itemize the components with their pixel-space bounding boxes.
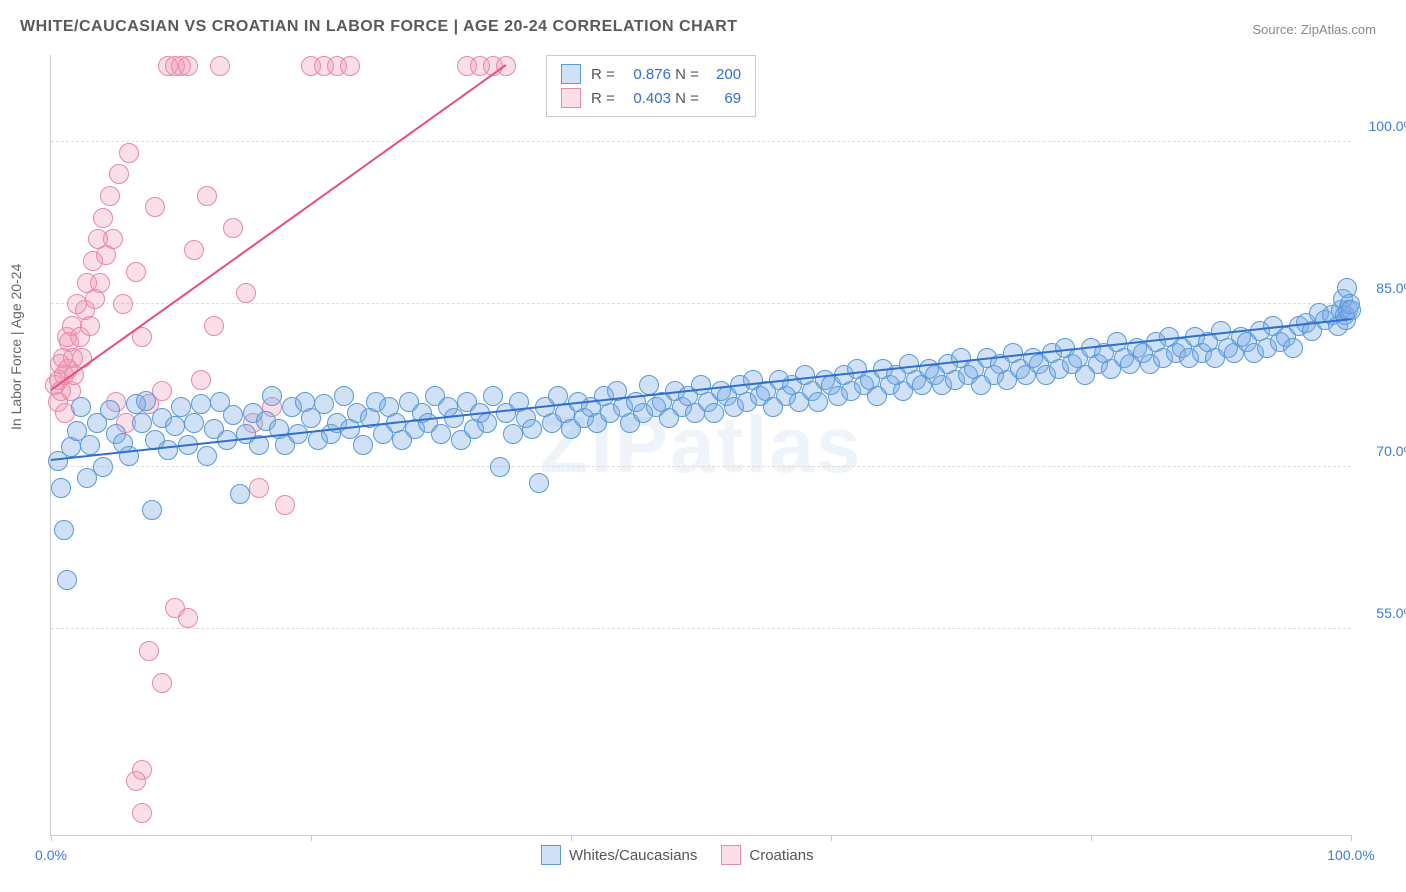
scatter-point: [704, 403, 724, 423]
gridline: [51, 466, 1351, 467]
legend-item: Whites/Caucasians: [541, 845, 697, 865]
legend-row: R = 0.876 N = 200: [561, 62, 741, 86]
scatter-point: [314, 394, 334, 414]
x-tick-label: 100.0%: [1327, 847, 1374, 863]
legend-item: Croatians: [721, 845, 813, 865]
scatter-point: [178, 608, 198, 628]
legend-label: Whites/Caucasians: [569, 847, 697, 864]
scatter-point: [158, 440, 178, 460]
correlation-legend: R = 0.876 N = 200R = 0.403 N = 69: [546, 55, 756, 117]
x-tick: [571, 835, 572, 841]
gridline: [51, 628, 1351, 629]
y-axis-label: In Labor Force | Age 20-24: [8, 264, 24, 430]
scatter-point: [191, 394, 211, 414]
gridline: [51, 141, 1351, 142]
scatter-point: [197, 446, 217, 466]
scatter-point: [57, 570, 77, 590]
scatter-point: [119, 143, 139, 163]
scatter-point: [197, 186, 217, 206]
scatter-point: [142, 500, 162, 520]
x-tick: [831, 835, 832, 841]
trend-line: [51, 318, 1351, 461]
scatter-point: [178, 56, 198, 76]
scatter-point: [529, 473, 549, 493]
legend-swatch: [561, 88, 581, 108]
scatter-point: [262, 386, 282, 406]
trend-line: [50, 64, 506, 391]
legend-label: Croatians: [749, 847, 813, 864]
x-tick: [51, 835, 52, 841]
x-tick: [1091, 835, 1092, 841]
scatter-point: [100, 186, 120, 206]
scatter-point: [490, 457, 510, 477]
scatter-point: [139, 641, 159, 661]
legend-swatch: [721, 845, 741, 865]
scatter-point: [80, 316, 100, 336]
scatter-point: [230, 484, 250, 504]
scatter-point: [71, 397, 91, 417]
y-tick-label: 55.0%: [1361, 605, 1406, 621]
y-tick-label: 85.0%: [1361, 280, 1406, 296]
scatter-point: [132, 803, 152, 823]
scatter-point: [145, 197, 165, 217]
scatter-point: [100, 400, 120, 420]
legend-row: R = 0.403 N = 69: [561, 86, 741, 110]
scatter-point: [1341, 300, 1361, 320]
scatter-point: [165, 416, 185, 436]
scatter-point: [431, 424, 451, 444]
scatter-point: [223, 218, 243, 238]
scatter-point: [80, 435, 100, 455]
scatter-point: [93, 208, 113, 228]
scatter-point: [54, 520, 74, 540]
scatter-point: [1283, 338, 1303, 358]
scatter-point: [51, 478, 71, 498]
scatter-point: [275, 495, 295, 515]
scatter-point: [503, 424, 523, 444]
legend-swatch: [541, 845, 561, 865]
x-tick: [311, 835, 312, 841]
scatter-point: [136, 391, 156, 411]
series-legend: Whites/Caucasians Croatians: [541, 845, 814, 865]
scatter-point: [191, 370, 211, 390]
scatter-point: [353, 435, 373, 455]
scatter-point: [204, 316, 224, 336]
scatter-point: [152, 673, 172, 693]
source-attribution: Source: ZipAtlas.com: [1252, 22, 1376, 37]
scatter-point: [90, 273, 110, 293]
legend-swatch: [561, 64, 581, 84]
y-tick-label: 100.0%: [1361, 118, 1406, 134]
scatter-point: [210, 56, 230, 76]
scatter-point: [340, 56, 360, 76]
scatter-point: [477, 413, 497, 433]
scatter-point: [223, 405, 243, 425]
scatter-point: [808, 392, 828, 412]
scatter-point: [109, 164, 129, 184]
plot-area: ZIPatlas R = 0.876 N = 200R = 0.403 N = …: [50, 55, 1351, 836]
scatter-point: [113, 294, 133, 314]
y-tick-label: 70.0%: [1361, 443, 1406, 459]
scatter-point: [103, 229, 123, 249]
scatter-point: [126, 262, 146, 282]
scatter-point: [236, 283, 256, 303]
scatter-point: [184, 240, 204, 260]
scatter-point: [249, 478, 269, 498]
x-tick: [1351, 835, 1352, 841]
chart-title: WHITE/CAUCASIAN VS CROATIAN IN LABOR FOR…: [20, 18, 738, 36]
scatter-point: [126, 771, 146, 791]
scatter-point: [93, 457, 113, 477]
scatter-point: [522, 419, 542, 439]
x-tick-label: 0.0%: [35, 847, 67, 863]
scatter-point: [184, 413, 204, 433]
